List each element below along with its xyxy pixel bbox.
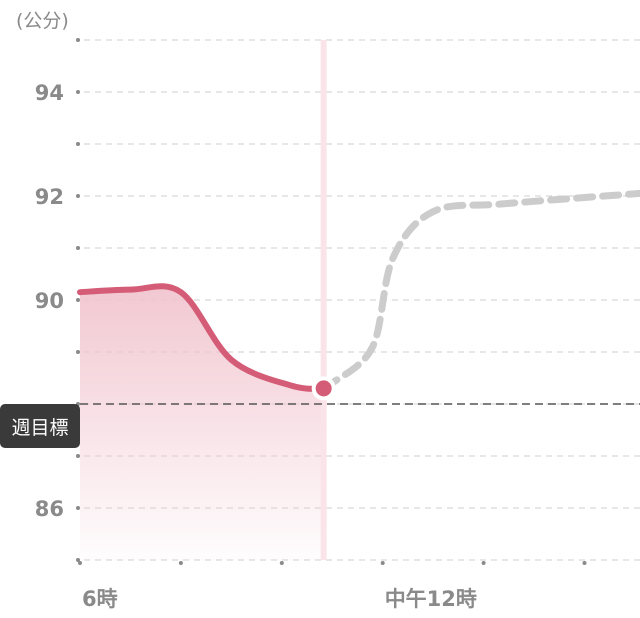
y-tick-label: 94 <box>35 81 64 105</box>
cursor-line <box>320 40 327 560</box>
actual-line <box>77 283 327 392</box>
y-axis-unit-label: (公分) <box>16 10 69 32</box>
y-tick <box>76 506 80 510</box>
current-point-layer <box>311 376 336 401</box>
area-fill <box>80 286 324 560</box>
y-tick-label: 86 <box>35 497 64 521</box>
y-tick <box>76 350 80 354</box>
y-tick-label: 90 <box>35 289 64 313</box>
x-tick <box>380 561 385 565</box>
x-tick <box>78 561 82 565</box>
area-under-line <box>80 286 324 560</box>
y-tick <box>76 558 80 562</box>
y-tick <box>76 38 80 42</box>
target-badge: 週目標 <box>0 404 80 448</box>
x-tick-label: 6時 <box>82 587 118 611</box>
y-tick-label: 92 <box>35 185 64 209</box>
y-tick <box>76 246 80 250</box>
axis-ticks <box>76 38 587 565</box>
axis-labels: 86 90 92 94 6時 中午12時 <box>35 81 477 611</box>
forecast-line <box>320 189 640 392</box>
y-tick <box>76 298 80 302</box>
x-tick <box>582 561 587 565</box>
y-tick <box>76 454 80 458</box>
x-tick-label: 中午12時 <box>385 587 477 611</box>
y-tick <box>76 90 80 94</box>
current-time-cursor <box>320 40 327 560</box>
current-point <box>315 380 332 397</box>
x-tick <box>481 561 486 565</box>
y-tick <box>76 142 80 146</box>
x-tick <box>178 561 183 565</box>
x-tick <box>279 561 284 565</box>
y-tick <box>76 194 80 198</box>
